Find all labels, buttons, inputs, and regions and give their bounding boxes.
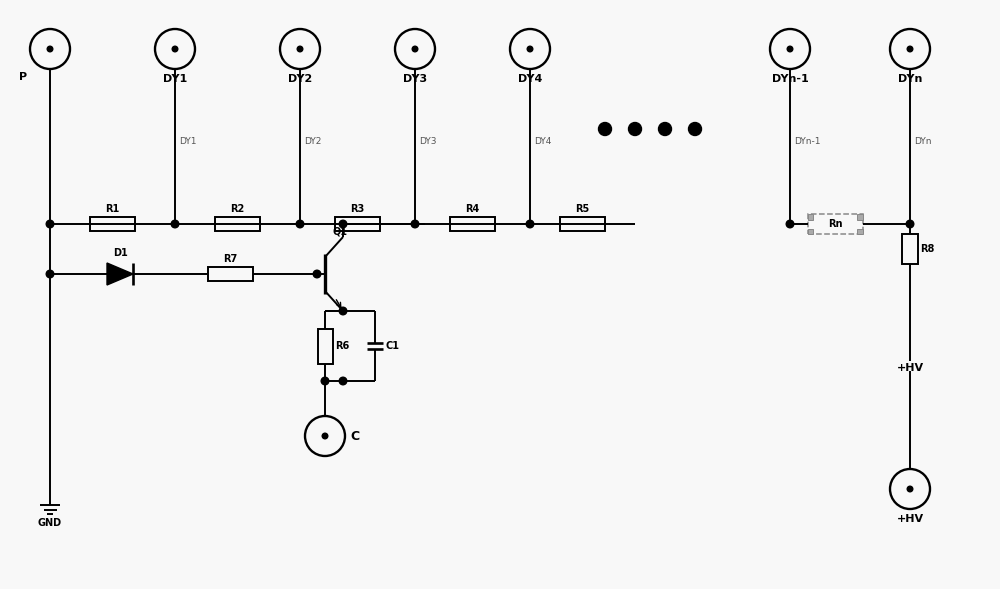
Circle shape: [688, 123, 702, 135]
Text: R4: R4: [465, 204, 480, 213]
Circle shape: [906, 220, 914, 228]
Text: GND: GND: [38, 518, 62, 528]
Text: P: P: [19, 72, 27, 82]
Bar: [857, 229, 862, 234]
Circle shape: [907, 46, 913, 52]
Text: DY3: DY3: [419, 137, 436, 146]
Bar: [808, 214, 813, 220]
Text: DY1: DY1: [163, 74, 187, 84]
Circle shape: [313, 270, 321, 278]
Text: C: C: [350, 429, 359, 442]
Circle shape: [47, 46, 53, 52]
Bar: [857, 214, 862, 220]
Circle shape: [527, 46, 533, 52]
Text: DYn: DYn: [898, 74, 922, 84]
Text: DY3: DY3: [403, 74, 427, 84]
Bar: [902, 234, 918, 264]
Circle shape: [172, 46, 178, 52]
Circle shape: [296, 220, 304, 228]
Polygon shape: [107, 263, 133, 285]
Text: +HV: +HV: [896, 514, 924, 524]
Circle shape: [339, 307, 347, 315]
Text: DY4: DY4: [518, 74, 542, 84]
Text: R7: R7: [223, 253, 237, 263]
Text: D1: D1: [113, 249, 127, 259]
Bar: [215, 217, 260, 231]
Circle shape: [786, 220, 794, 228]
Circle shape: [412, 46, 418, 52]
Bar: [335, 217, 380, 231]
Bar: [318, 329, 333, 363]
Text: DY2: DY2: [304, 137, 321, 146]
Text: R6: R6: [335, 341, 349, 351]
Text: Q1: Q1: [333, 226, 348, 236]
Circle shape: [321, 377, 329, 385]
Text: R2: R2: [230, 204, 245, 213]
Circle shape: [322, 433, 328, 439]
Circle shape: [787, 46, 793, 52]
Circle shape: [171, 220, 179, 228]
Circle shape: [297, 46, 303, 52]
Text: DYn-1: DYn-1: [794, 137, 820, 146]
Text: DY2: DY2: [288, 74, 312, 84]
Bar: [208, 267, 253, 281]
Text: DYn-1: DYn-1: [772, 74, 808, 84]
Circle shape: [46, 270, 54, 278]
Circle shape: [526, 220, 534, 228]
Bar: [560, 217, 605, 231]
Circle shape: [658, 123, 672, 135]
Circle shape: [411, 220, 419, 228]
Text: C1: C1: [386, 341, 400, 351]
Bar: [450, 217, 495, 231]
Text: Rn: Rn: [828, 219, 842, 229]
Text: DY1: DY1: [179, 137, 197, 146]
Circle shape: [46, 220, 54, 228]
Text: +HV: +HV: [896, 363, 924, 373]
Circle shape: [907, 486, 913, 492]
Circle shape: [339, 220, 347, 228]
Text: R1: R1: [105, 204, 120, 213]
Circle shape: [598, 123, 612, 135]
Bar: [808, 214, 862, 234]
Text: R3: R3: [350, 204, 365, 213]
Bar: [808, 229, 813, 234]
Text: DYn: DYn: [914, 137, 932, 146]
Circle shape: [629, 123, 642, 135]
Circle shape: [339, 377, 347, 385]
Text: R8: R8: [920, 244, 935, 254]
Text: DY4: DY4: [534, 137, 551, 146]
Bar: [90, 217, 135, 231]
Text: R5: R5: [575, 204, 590, 213]
